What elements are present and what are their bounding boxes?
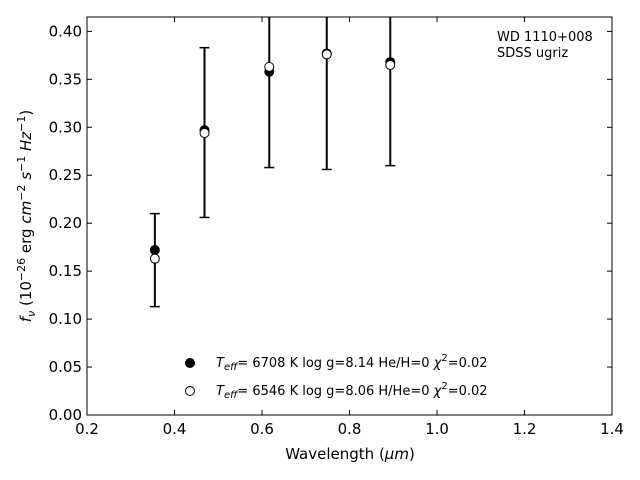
x-tick-label: 0.6 xyxy=(250,420,274,438)
model-point-filled xyxy=(149,245,160,256)
legend-teff-sub: eff xyxy=(224,362,239,373)
legend-entry-2-text: = 6546 K log g=8.06 H/He=0 xyxy=(237,384,433,399)
x-tick-label: 1.4 xyxy=(600,420,624,438)
x-tick-label: 1.0 xyxy=(425,420,449,438)
model-point-open xyxy=(385,59,396,70)
y-tick-label: 0.00 xyxy=(49,406,82,424)
annotation: WD 1110+008 SDSS ugriz xyxy=(497,30,593,61)
y-tick-label: 0.05 xyxy=(49,358,82,376)
legend-chi-symbol: χ xyxy=(433,356,443,371)
legend-marker-filled xyxy=(185,358,195,368)
legend: Teff= 6708 K log g=8.14 He/H=0 χ2=0.02 T… xyxy=(185,353,488,401)
legend-entry-1-chi: =0.02 xyxy=(448,356,488,371)
y-tick-label: 0.25 xyxy=(49,166,82,184)
legend-teff-symbol-2: T xyxy=(216,384,225,399)
legend-chi-sup-2: 2 xyxy=(441,381,447,392)
y-tick-label: 0.35 xyxy=(49,70,82,88)
x-tick-label: 1.2 xyxy=(513,420,537,438)
legend-entry-2: Teff= 6546 K log g=8.06 H/He=0 χ2=0.02 xyxy=(216,381,488,401)
x-tick-label: 0.8 xyxy=(338,420,362,438)
legend-marker-open xyxy=(185,386,195,396)
y-tick-label: 0.10 xyxy=(49,310,82,328)
data-points xyxy=(149,48,396,264)
x-tick-label: 0.2 xyxy=(75,420,99,438)
x-tick-label: 0.4 xyxy=(163,420,187,438)
error-bars xyxy=(149,17,396,308)
model-point-open xyxy=(321,49,332,60)
legend-entry-1-text: = 6708 K log g=8.14 He/H=0 xyxy=(237,356,433,371)
y-tick-label: 0.15 xyxy=(49,262,82,280)
model-point-open xyxy=(264,61,275,72)
legend-teff-symbol: T xyxy=(216,356,225,371)
model-point-open xyxy=(199,128,210,139)
x-axis-label: Wavelength (μm) xyxy=(285,445,415,463)
annotation-line-1: WD 1110+008 xyxy=(497,30,593,45)
y-axis-label: fν (10−26 erg cm−2 s−1 Hz−1) xyxy=(15,110,38,322)
legend-entry-2-chi: =0.02 xyxy=(448,384,488,399)
annotation-line-2: SDSS ugriz xyxy=(497,46,568,61)
y-tick-label: 0.40 xyxy=(49,22,82,40)
legend-entry-1: Teff= 6708 K log g=8.14 He/H=0 χ2=0.02 xyxy=(216,353,488,373)
legend-chi-symbol-2: χ xyxy=(433,384,443,399)
y-tick-label: 0.20 xyxy=(49,214,82,232)
legend-teff-sub-2: eff xyxy=(224,390,239,401)
legend-chi-sup: 2 xyxy=(441,353,447,364)
model-point-open xyxy=(149,253,160,264)
y-tick-label: 0.30 xyxy=(49,118,82,136)
axis-ticks: 0.2 0.4 0.6 0.8 1.0 1.2 1.4 0.00 0.05 0.10 0.15 0.2… xyxy=(49,17,624,438)
